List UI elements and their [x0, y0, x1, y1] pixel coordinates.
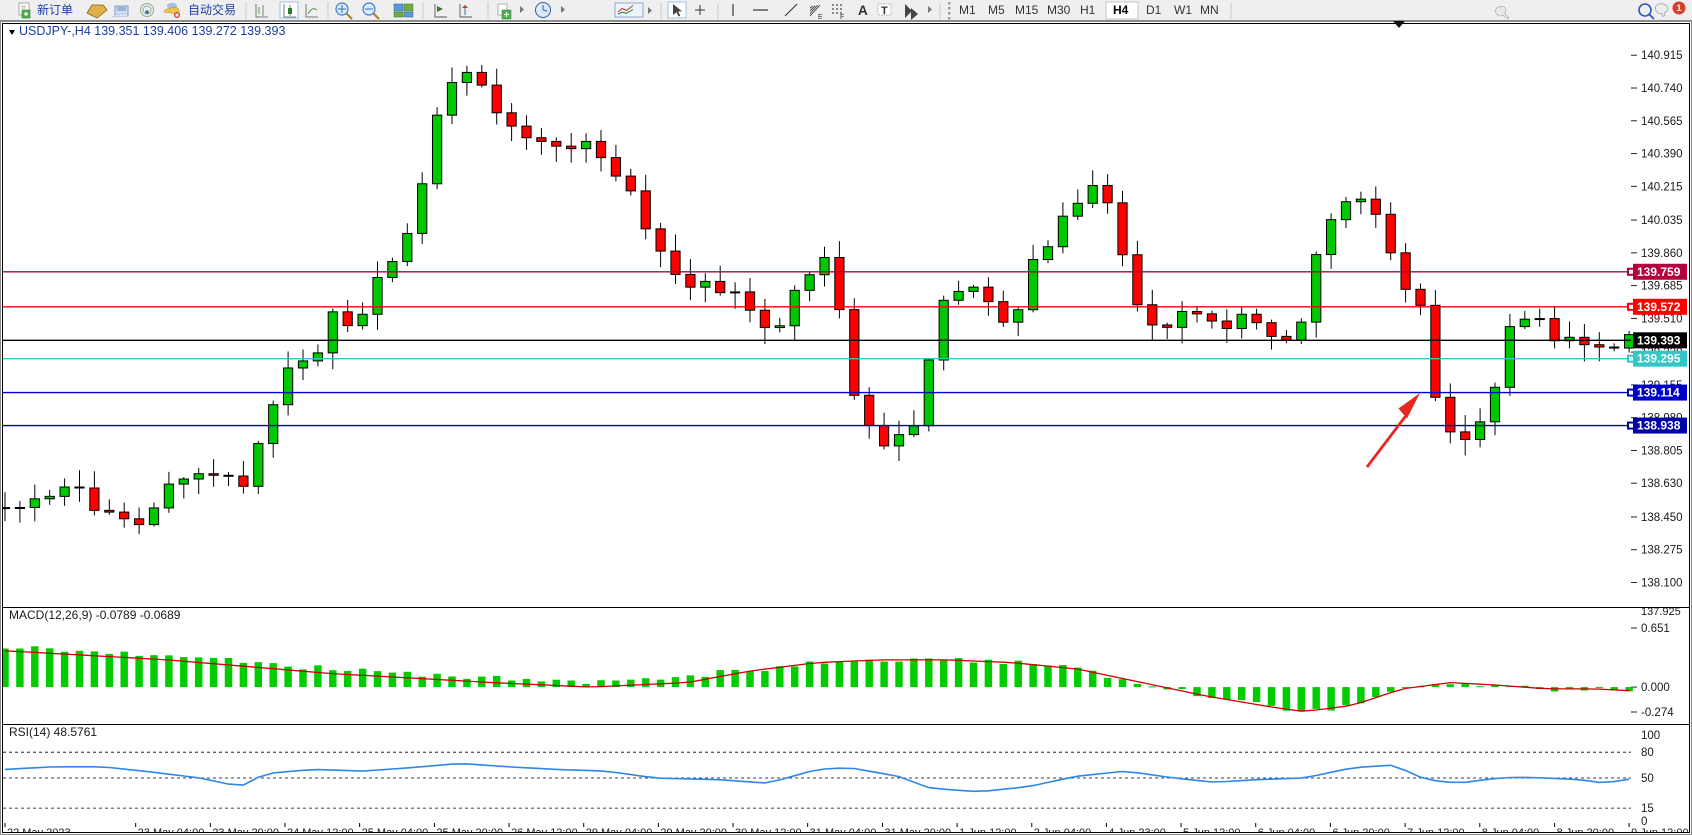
svg-text:7 Jun 12:00: 7 Jun 12:00 — [1407, 827, 1465, 833]
svg-text:M30: M30 — [1047, 3, 1071, 17]
svg-text:8 Jun 20:00: 8 Jun 20:00 — [1557, 827, 1615, 833]
svg-text:138.450: 138.450 — [1641, 512, 1683, 524]
svg-text:T: T — [881, 5, 888, 17]
svg-text:M5: M5 — [988, 3, 1005, 17]
svg-text:140.565: 140.565 — [1641, 116, 1683, 128]
svg-text:0.651: 0.651 — [1641, 623, 1670, 635]
svg-text:9 Jun 12:00: 9 Jun 12:00 — [1631, 827, 1689, 833]
svg-text:137.925: 137.925 — [1641, 608, 1681, 618]
svg-text:22 May 2023: 22 May 2023 — [7, 827, 71, 833]
svg-text:29 May 20:00: 29 May 20:00 — [660, 827, 727, 833]
svg-text:F: F — [840, 14, 844, 21]
svg-text:1: 1 — [1677, 3, 1682, 13]
svg-text:E: E — [818, 14, 823, 21]
svg-text:M15: M15 — [1015, 3, 1039, 17]
svg-text:139.759: 139.759 — [1637, 265, 1681, 279]
svg-text:4 Jun 23:00: 4 Jun 23:00 — [1108, 827, 1166, 833]
svg-text:140.390: 140.390 — [1641, 149, 1683, 161]
svg-text:50: 50 — [1641, 773, 1654, 785]
svg-text:139.393: 139.393 — [1637, 333, 1681, 347]
svg-text:MACD(12,26,9) -0.0789 -0.0689: MACD(12,26,9) -0.0789 -0.0689 — [9, 608, 181, 622]
svg-text:140.740: 140.740 — [1641, 83, 1683, 95]
svg-text:139.510: 139.510 — [1641, 313, 1683, 325]
svg-text:A: A — [858, 3, 868, 18]
svg-text:139.572: 139.572 — [1637, 300, 1681, 314]
svg-text:RSI(14) 48.5761: RSI(14) 48.5761 — [9, 725, 97, 739]
svg-text:138.630: 138.630 — [1641, 478, 1683, 490]
svg-text:6 Jun 04:00: 6 Jun 04:00 — [1258, 827, 1316, 833]
svg-text:139.295: 139.295 — [1637, 352, 1681, 366]
svg-text:25 May 04:00: 25 May 04:00 — [362, 827, 429, 833]
svg-text:0.000: 0.000 — [1641, 682, 1670, 694]
svg-text:6 Jun 20:00: 6 Jun 20:00 — [1332, 827, 1390, 833]
svg-text:USDJPY-,H4 139.351 139.406 13: USDJPY-,H4 139.351 139.406 139.272 139.3… — [19, 24, 285, 38]
svg-text:M1: M1 — [959, 3, 976, 17]
svg-text:138.100: 138.100 — [1641, 578, 1683, 590]
svg-text:140.915: 140.915 — [1641, 50, 1683, 62]
svg-text:23 May 20:00: 23 May 20:00 — [212, 827, 279, 833]
svg-text:140.035: 140.035 — [1641, 215, 1683, 227]
svg-text:139.860: 139.860 — [1641, 248, 1683, 260]
svg-text:138.805: 138.805 — [1641, 445, 1683, 457]
svg-text:138.275: 138.275 — [1641, 545, 1683, 557]
svg-text:23 May 04:00: 23 May 04:00 — [138, 827, 205, 833]
svg-text:26 May 12:00: 26 May 12:00 — [511, 827, 578, 833]
svg-text:29 May 04:00: 29 May 04:00 — [586, 827, 653, 833]
svg-text:139.114: 139.114 — [1637, 386, 1680, 400]
svg-text:138.938: 138.938 — [1637, 419, 1681, 433]
svg-text:140.215: 140.215 — [1641, 181, 1683, 193]
svg-text:H1: H1 — [1080, 3, 1096, 17]
svg-text:31 May 20:00: 31 May 20:00 — [884, 827, 951, 833]
svg-text:自动交易: 自动交易 — [188, 2, 236, 17]
svg-text:W1: W1 — [1174, 3, 1192, 17]
svg-text:80: 80 — [1641, 747, 1654, 759]
svg-text:15: 15 — [1641, 803, 1654, 815]
svg-text:31 May 04:00: 31 May 04:00 — [810, 827, 877, 833]
svg-text:24 May 12:00: 24 May 12:00 — [287, 827, 354, 833]
svg-text:30 May 12:00: 30 May 12:00 — [735, 827, 802, 833]
svg-text:25 May 20:00: 25 May 20:00 — [436, 827, 503, 833]
svg-text:MN: MN — [1200, 3, 1219, 17]
svg-text:139.685: 139.685 — [1641, 281, 1683, 293]
svg-text:100: 100 — [1641, 730, 1660, 742]
svg-text:8 Jun 04:00: 8 Jun 04:00 — [1482, 827, 1540, 833]
svg-text:2 Jun 04:00: 2 Jun 04:00 — [1034, 827, 1092, 833]
svg-text:H4: H4 — [1113, 3, 1129, 17]
svg-text:D1: D1 — [1146, 3, 1162, 17]
svg-text:-0.274: -0.274 — [1641, 707, 1674, 719]
svg-text:新订单: 新订单 — [37, 2, 73, 17]
svg-text:1 Jun 12:00: 1 Jun 12:00 — [959, 827, 1017, 833]
svg-text:5 Jun 12:00: 5 Jun 12:00 — [1183, 827, 1241, 833]
